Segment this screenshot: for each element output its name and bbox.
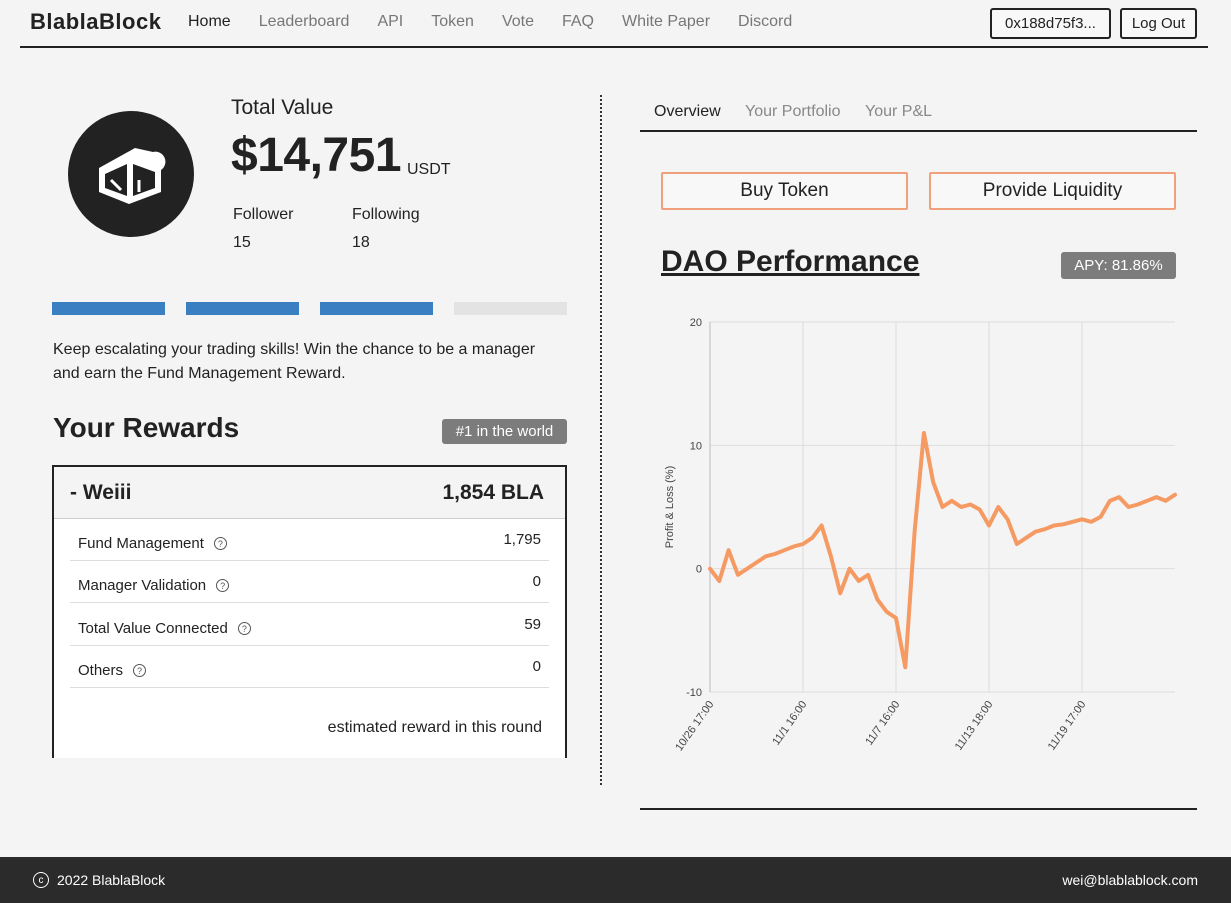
avatar bbox=[68, 111, 194, 237]
x-tick-label: 11/7 16:00 bbox=[863, 699, 902, 748]
total-value-amount: $14,751 bbox=[231, 129, 402, 182]
buy-token-button[interactable]: Buy Token bbox=[661, 172, 908, 210]
reward-value: 0 bbox=[532, 658, 541, 675]
reward-label: Fund Management bbox=[78, 535, 204, 552]
logout-button[interactable]: Log Out bbox=[1120, 8, 1197, 39]
reward-value: 59 bbox=[524, 616, 541, 633]
reward-value: 0 bbox=[532, 573, 541, 590]
reward-row: Total Value Connected? 59 bbox=[70, 604, 549, 646]
rewards-user-name: - Weiii bbox=[70, 481, 132, 504]
follower-label: Follower bbox=[233, 206, 294, 223]
y-tick-label: 20 bbox=[690, 317, 702, 329]
top-nav-bar: BlablaBlock Home Leaderboard API Token V… bbox=[20, 0, 1208, 48]
nav-discord[interactable]: Discord bbox=[738, 13, 793, 30]
y-tick-label: 0 bbox=[696, 564, 702, 576]
nav-vote[interactable]: Vote bbox=[501, 13, 534, 30]
main-nav: Home Leaderboard API Token Vote FAQ Whit… bbox=[188, 13, 820, 31]
reward-note: estimated reward in this round bbox=[327, 719, 542, 736]
nav-api[interactable]: API bbox=[377, 13, 404, 30]
reward-value: 1,795 bbox=[503, 531, 541, 548]
level-progress-segment-2 bbox=[186, 302, 299, 315]
tab-your-pnl[interactable]: Your P&L bbox=[865, 103, 933, 120]
blablablock-cube-icon bbox=[99, 148, 166, 204]
x-tick-label: 10/26 17:00 bbox=[673, 699, 716, 753]
tab-your-portfolio[interactable]: Your Portfolio bbox=[745, 103, 841, 120]
total-value-label: Total Value bbox=[231, 96, 334, 119]
reward-label: Manager Validation bbox=[78, 577, 207, 594]
chart-bottom-rule bbox=[640, 808, 1197, 810]
dao-performance-title[interactable]: DAO Performance bbox=[661, 245, 920, 278]
pnl-series-line bbox=[708, 431, 1177, 670]
help-icon[interactable]: ? bbox=[213, 537, 227, 550]
reward-label: Others bbox=[78, 662, 124, 679]
y-tick-label: -10 bbox=[686, 687, 702, 699]
level-progress-segment-3 bbox=[320, 302, 433, 315]
level-progress-segment-4 bbox=[454, 302, 567, 315]
x-tick-label: 11/19 17:00 bbox=[1046, 699, 1089, 753]
contact-email[interactable]: wei@blablablock.com bbox=[1062, 872, 1198, 888]
nav-white-paper[interactable]: White Paper bbox=[621, 13, 711, 30]
follower-count[interactable]: 15 bbox=[233, 234, 251, 251]
rewards-panel: - Weiii 1,854 BLA Fund Management? 1,795… bbox=[52, 465, 567, 758]
reward-label: Total Value Connected bbox=[78, 620, 228, 637]
apy-badge: APY: 81.86% bbox=[1061, 252, 1176, 279]
y-tick-label: 10 bbox=[690, 440, 702, 452]
reward-row: Fund Management? 1,795 bbox=[70, 519, 549, 561]
x-tick-label: 11/1 16:00 bbox=[770, 699, 809, 748]
reward-row: Manager Validation? 0 bbox=[70, 561, 549, 603]
nav-faq[interactable]: FAQ bbox=[561, 13, 594, 30]
total-value-unit: USDT bbox=[407, 161, 451, 178]
y-axis-label: Profit & Loss (%) bbox=[664, 466, 676, 549]
copyright-text: 2022 BlablaBlock bbox=[57, 872, 166, 888]
rewards-panel-header[interactable]: - Weiii 1,854 BLA bbox=[54, 467, 565, 519]
reward-row: Others? 0 bbox=[70, 646, 549, 688]
level-progress-segment-1 bbox=[52, 302, 165, 315]
brand-logo[interactable]: BlablaBlock bbox=[30, 9, 162, 34]
tab-overview[interactable]: Overview bbox=[654, 103, 721, 120]
panel-divider bbox=[600, 95, 602, 785]
copyright-icon: c bbox=[33, 872, 49, 888]
rewards-title: Your Rewards bbox=[53, 412, 240, 443]
wallet-address-button[interactable]: 0x188d75f3... bbox=[990, 8, 1111, 39]
nav-leaderboard[interactable]: Leaderboard bbox=[258, 13, 350, 30]
help-icon[interactable]: ? bbox=[237, 622, 251, 635]
nav-home[interactable]: Home bbox=[188, 13, 231, 30]
x-tick-label: 11/13 18:00 bbox=[953, 699, 996, 753]
nav-token[interactable]: Token bbox=[431, 13, 474, 30]
help-icon[interactable]: ? bbox=[216, 579, 230, 592]
rewards-breakdown: Fund Management? 1,795 Manager Validatio… bbox=[54, 519, 565, 758]
encouragement-text: Keep escalating your trading skills! Win… bbox=[53, 341, 536, 382]
rewards-total: 1,854 BLA bbox=[442, 481, 544, 504]
footer: c 2022 BlablaBlock wei@blablablock.com bbox=[0, 857, 1231, 903]
following-label: Following bbox=[352, 206, 420, 223]
following-count[interactable]: 18 bbox=[352, 234, 370, 251]
provide-liquidity-button[interactable]: Provide Liquidity bbox=[929, 172, 1176, 210]
right-tabs: Overview Your Portfolio Your P&L bbox=[640, 96, 1197, 132]
help-icon[interactable]: ? bbox=[133, 664, 147, 677]
rank-badge: #1 in the world bbox=[442, 419, 567, 444]
